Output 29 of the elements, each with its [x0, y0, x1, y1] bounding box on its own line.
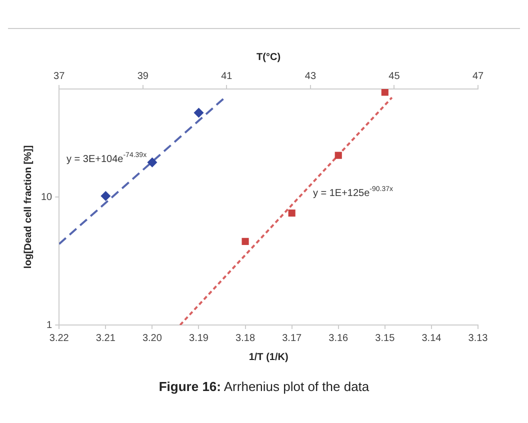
- x2-tick-label: 45: [388, 70, 400, 82]
- point: [100, 190, 111, 201]
- x2-tick-label: 47: [472, 70, 484, 82]
- x2-tick-label: 43: [304, 70, 316, 82]
- x2-tick-label: 39: [137, 70, 149, 82]
- point: [242, 238, 249, 245]
- y-axis-title: log[Dead cell fraction [%]]: [22, 145, 34, 269]
- x-tick-label: 3.15: [375, 332, 396, 344]
- x2-tick-label: 37: [54, 70, 66, 82]
- x-tick-label: 3.22: [49, 332, 70, 344]
- x2-tick-label: 41: [221, 70, 233, 82]
- x-tick-label: 3.21: [96, 332, 116, 344]
- x-tick-label: 3.19: [189, 332, 209, 344]
- point: [147, 157, 158, 168]
- point: [381, 89, 388, 96]
- point: [334, 152, 342, 159]
- y-tick-label: 1: [46, 320, 53, 331]
- x-axis-title: 1/T (1/K): [248, 352, 288, 363]
- point: [288, 210, 296, 217]
- y-tick-label: 10: [41, 192, 53, 203]
- x-tick-label: 3.18: [236, 332, 256, 344]
- x-tick-label: 3.17: [282, 332, 302, 344]
- x-tick-label: 3.16: [328, 332, 349, 344]
- x-tick-label: 3.14: [422, 332, 442, 344]
- x-tick-label: 3.13: [468, 332, 488, 344]
- x2-axis-title: T(°C): [256, 52, 281, 63]
- text: Figure 16: Arrhenius plot of the data: [158, 379, 370, 394]
- point: [194, 108, 204, 118]
- x-tick-label: 3.20: [142, 332, 162, 344]
